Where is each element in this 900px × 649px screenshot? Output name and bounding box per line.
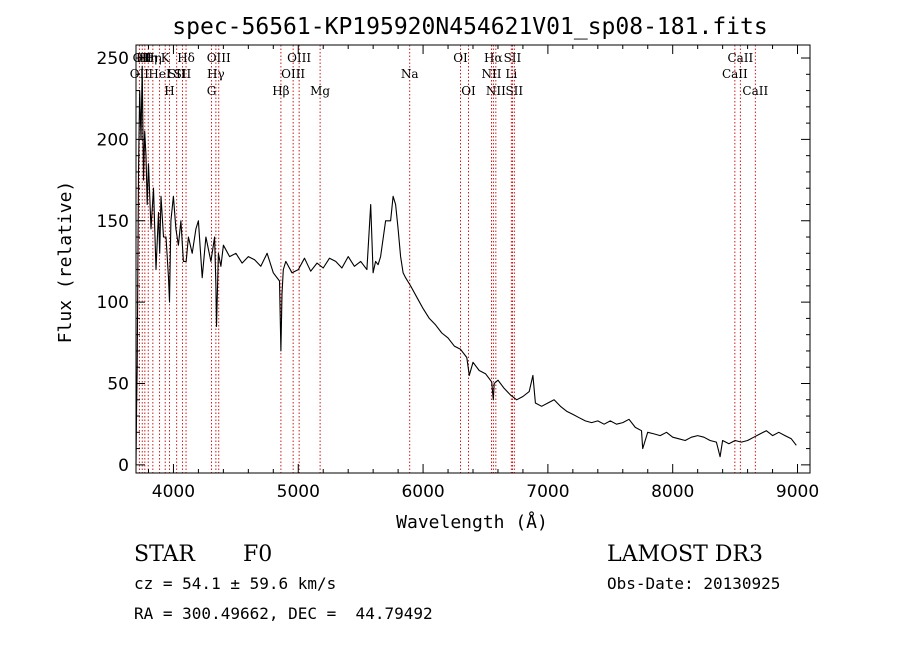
y-tick-label: 250 (97, 49, 129, 69)
x-tick-label: 8000 (651, 482, 694, 502)
spectral-line-label: CaII (727, 51, 753, 65)
spectral-line-label: SII (505, 84, 523, 98)
x-axis: 4000 5000 6000 7000 8000 9000 (147, 45, 819, 502)
plot-frame (135, 44, 811, 474)
spectral-line-label: OIII (207, 51, 231, 65)
spectral-line-label: Hα (484, 51, 503, 65)
spectral-line-label: OIII (281, 67, 305, 81)
y-tick-label: 50 (107, 374, 129, 394)
spectral-line-label: OI (453, 51, 468, 65)
chart-title: spec-56561-KP195920N454621V01_sp08-181.f… (172, 14, 767, 40)
spectral-line-label: Hδ (177, 51, 195, 65)
spectral-line-label: NII (486, 84, 506, 98)
spectral-line-label: Mg (310, 84, 330, 98)
spectral-line-label: CaII (742, 84, 768, 98)
survey-name: LAMOST DR3 (607, 542, 763, 567)
y-tick-label: 200 (97, 130, 129, 150)
y-tick-label: 100 (97, 293, 129, 313)
y-axis-label: Flux (relative) (55, 181, 76, 344)
redshift-cz: cz = 54.1 ± 59.6 km/s (134, 574, 336, 593)
y-tick-label: 0 (118, 456, 129, 476)
spectral-line-label: CaII (722, 67, 748, 81)
x-tick-label: 6000 (401, 482, 444, 502)
object-subclass: F0 (243, 542, 272, 567)
spectral-line-label: OIII (287, 51, 311, 65)
object-class: STAR (134, 542, 196, 567)
x-tick-label: 4000 (152, 482, 195, 502)
x-tick-label: 7000 (526, 482, 569, 502)
y-tick-label: 150 (97, 212, 129, 232)
spectral-line-label: OI (461, 84, 476, 98)
spectrum-series-line (135, 65, 797, 465)
spectral-line-label: SII (168, 67, 186, 81)
spectral-line-label: K (161, 51, 171, 65)
spectral-line-label: Hβ (272, 84, 289, 98)
spectral-line-label: Li (505, 67, 517, 81)
spectral-line-label: H (164, 84, 174, 98)
spectral-line-label: HeI (148, 67, 171, 81)
observation-date: Obs-Date: 20130925 (607, 574, 780, 593)
x-axis-label: Wavelength (Å) (396, 511, 548, 533)
coordinates: RA = 300.49662, DEC = 44.79492 (134, 604, 433, 623)
spectral-line-label: SII (174, 67, 192, 81)
spectral-line-label: Hη (139, 51, 157, 65)
spectral-line-label: Na (401, 67, 419, 81)
spectral-line-label: NII (481, 67, 501, 81)
spectral-line-label: SII (504, 51, 522, 65)
y-axis: 0 50 100 150 200 250 (97, 49, 810, 476)
spectral-line-label: G (207, 84, 217, 98)
spectral-line-labels: OIIOIIHθHηHηHeIKHSIIHδSIIGHγOIIIHβOIIIOI… (130, 51, 769, 98)
spectral-line-markers (138, 45, 756, 473)
x-tick-label: 9000 (776, 482, 819, 502)
spectral-line-label: Hη (144, 51, 162, 65)
x-tick-label: 5000 (277, 482, 320, 502)
spectral-line-label: Hγ (207, 67, 225, 81)
